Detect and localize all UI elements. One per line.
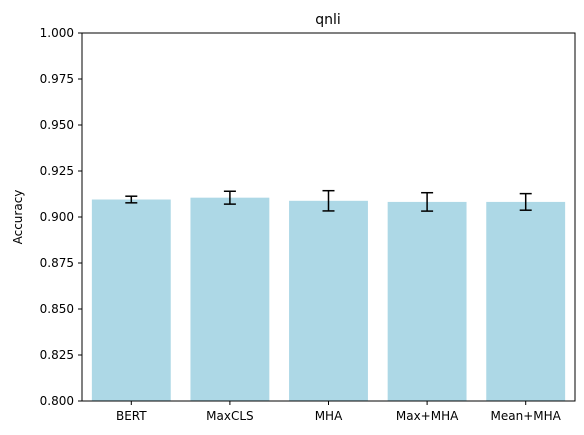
x-tick-label: Mean+MHA <box>491 409 562 423</box>
error-bars-layer <box>125 189 532 212</box>
error-bar-maxcls <box>223 190 236 205</box>
y-axis-label: Accuracy <box>11 190 25 245</box>
y-tick-label: 1.000 <box>40 26 74 40</box>
y-tick-label: 0.850 <box>40 302 74 316</box>
chart-title: qnli <box>315 12 341 28</box>
y-tick-label: 0.800 <box>40 394 74 408</box>
error-bar-mean-mha <box>519 192 532 211</box>
y-tick-label: 0.825 <box>40 348 74 362</box>
error-bar-bert <box>125 195 138 204</box>
x-tick-label: MHA <box>315 409 343 423</box>
plot-frame <box>81 32 576 402</box>
bar-mha <box>289 200 368 401</box>
bars-layer <box>91 197 566 401</box>
x-tick-label: BERT <box>116 409 147 423</box>
bar-bert <box>91 199 171 401</box>
y-tick-label: 0.875 <box>40 256 74 270</box>
x-tick-label: Max+MHA <box>396 409 459 423</box>
bar-max-mha <box>387 201 467 401</box>
error-bar-mha <box>322 189 335 212</box>
y-tick-label: 0.950 <box>40 118 74 132</box>
bar-maxcls <box>190 197 270 401</box>
x-tick-label: MaxCLS <box>206 409 254 423</box>
bar-mean-mha <box>486 201 566 401</box>
x-ticks-layer: BERT MaxCLS MHA Max+MHA Mean+MHA <box>116 401 562 423</box>
y-tick-label: 0.975 <box>40 72 74 86</box>
y-tick-label: 0.925 <box>40 164 74 178</box>
y-tick-label: 0.900 <box>40 210 74 224</box>
error-bar-max-mha <box>421 191 434 212</box>
y-ticks-layer: 0.800 0.825 0.850 0.875 0.900 0.925 0.950 0.975… <box>40 26 82 408</box>
